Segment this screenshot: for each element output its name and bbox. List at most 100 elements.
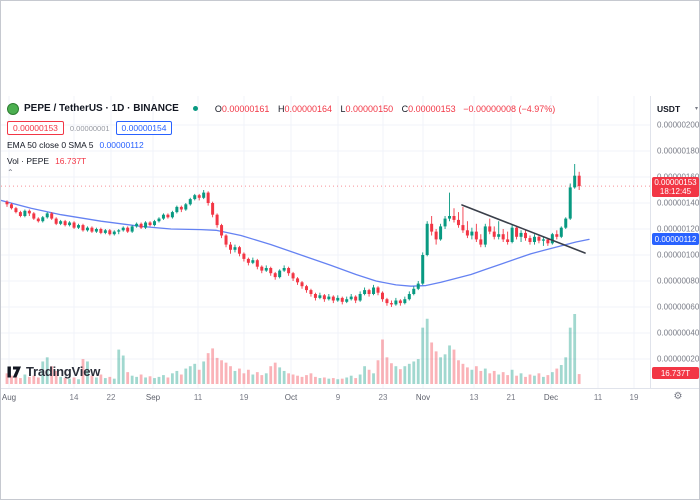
candle-body: [32, 213, 36, 219]
volume-bar: [50, 366, 54, 384]
volume-bar: [255, 372, 259, 384]
price-axis-label: 0.00000040: [657, 328, 700, 338]
time-axis[interactable]: Aug 14 22 Sep 11 19 Oct 9 23 Nov 13 21 Dec 11 19 ⚙: [1, 388, 699, 411]
volume-bar: [331, 378, 335, 384]
volume-bar: [54, 370, 58, 384]
candle-body: [309, 290, 313, 294]
volume-bar: [215, 357, 219, 384]
time-axis-label: Aug: [1, 393, 17, 402]
market-open-dot-icon: [192, 106, 198, 111]
candle-body: [318, 295, 322, 298]
volume-bar: [242, 373, 246, 384]
candle-body: [148, 222, 152, 226]
candle-body: [528, 238, 532, 242]
candle-body: [483, 226, 487, 245]
candle-body: [322, 295, 326, 300]
candle-body: [36, 218, 40, 222]
candle-body: [278, 270, 282, 278]
candle-body: [506, 239, 510, 242]
volume-bar: [479, 370, 483, 384]
candle-body: [474, 231, 478, 240]
candle-body: [242, 253, 246, 259]
candle-body: [573, 175, 577, 188]
price-box-high[interactable]: 0.00000154: [115, 121, 173, 135]
legend-collapse-chevron-icon[interactable]: ⌃: [7, 168, 14, 177]
candle-body: [5, 201, 9, 205]
volume-bar: [340, 378, 344, 384]
price-axis-currency[interactable]: USDT: [657, 104, 681, 114]
candle-body: [229, 244, 232, 250]
volume-bar: [577, 374, 581, 384]
volume-bar: [45, 357, 49, 384]
volume-bar: [515, 375, 518, 384]
volume-bar: [282, 370, 286, 384]
price-box-low[interactable]: 0.00000153: [7, 121, 64, 135]
candle-body: [300, 282, 304, 287]
volume-bar: [130, 375, 134, 384]
volume-bar: [103, 378, 107, 384]
candle-body: [130, 226, 134, 232]
candle-body: [407, 294, 411, 300]
volume-bar: [533, 375, 536, 384]
candle-body: [175, 206, 179, 213]
volume-bar: [506, 375, 510, 384]
candle-body: [179, 206, 183, 210]
candle-body: [94, 229, 98, 232]
volume-bar: [287, 373, 291, 384]
candle-body: [430, 223, 434, 232]
candle-body: [456, 219, 460, 226]
volume-bar: [291, 374, 295, 384]
volume-bar: [135, 376, 139, 384]
candlestick-chart[interactable]: [1, 96, 650, 389]
price-axis[interactable]: USDT ▾ 0.000002000.000001800.000001600.0…: [650, 96, 700, 388]
price-axis-label: 0.00000120: [657, 224, 700, 234]
volume-bar: [501, 372, 505, 384]
volume-bar: [542, 376, 545, 384]
candle-body: [153, 221, 157, 226]
volume-bar: [68, 378, 71, 384]
ema-legend-value: 0.00000112: [99, 140, 144, 150]
time-axis-label: 21: [506, 393, 516, 402]
candle-body: [14, 208, 18, 213]
volume-bar: [269, 366, 273, 384]
candle-body: [555, 234, 559, 237]
gear-icon[interactable]: ⚙: [673, 391, 683, 402]
candle-body: [349, 296, 353, 300]
candle-body: [99, 229, 103, 233]
volume-legend-row[interactable]: Vol · PEPE 16.737T: [7, 155, 555, 167]
volume-bar: [318, 378, 322, 384]
candle-body: [264, 268, 268, 271]
ema50-line: [1, 199, 590, 287]
ohlc-l-value: 0.00000150: [345, 103, 394, 114]
volume-bar: [519, 373, 523, 384]
volume-bar: [367, 369, 371, 384]
candle-body: [273, 273, 277, 278]
candle-body: [385, 299, 389, 304]
volume-bar: [86, 361, 89, 384]
symbol-title[interactable]: PEPE / TetherUS · 1D · BINANCE: [24, 103, 179, 114]
volume-bar: [403, 366, 407, 384]
volume-bar: [461, 363, 465, 384]
volume-bar: [77, 379, 80, 384]
volume-bar: [372, 373, 375, 384]
candle-body: [376, 287, 380, 293]
volume-bar: [434, 351, 438, 384]
candle-body: [421, 255, 425, 284]
volume-legend-value: 16.737T: [55, 156, 87, 166]
candle-body: [367, 290, 371, 294]
candle-body: [184, 204, 188, 210]
tradingview-logo-icon: [7, 366, 21, 377]
time-axis-label: 11: [193, 393, 203, 402]
ema-legend-row[interactable]: EMA 50 close 0 SMA 5 0.00000112: [7, 139, 555, 151]
volume-bar: [474, 366, 478, 384]
tradingview-watermark[interactable]: TradingView: [7, 364, 100, 379]
volume-bar: [492, 370, 496, 384]
candle-body: [452, 216, 456, 220]
candle-body: [327, 296, 331, 300]
volume-bar: [483, 368, 487, 384]
candle-body: [488, 226, 492, 232]
volume-bar: [376, 360, 380, 384]
ohlc-h-value: 0.00000164: [284, 103, 332, 114]
candle-body: [568, 187, 572, 219]
candle-body: [197, 195, 201, 198]
